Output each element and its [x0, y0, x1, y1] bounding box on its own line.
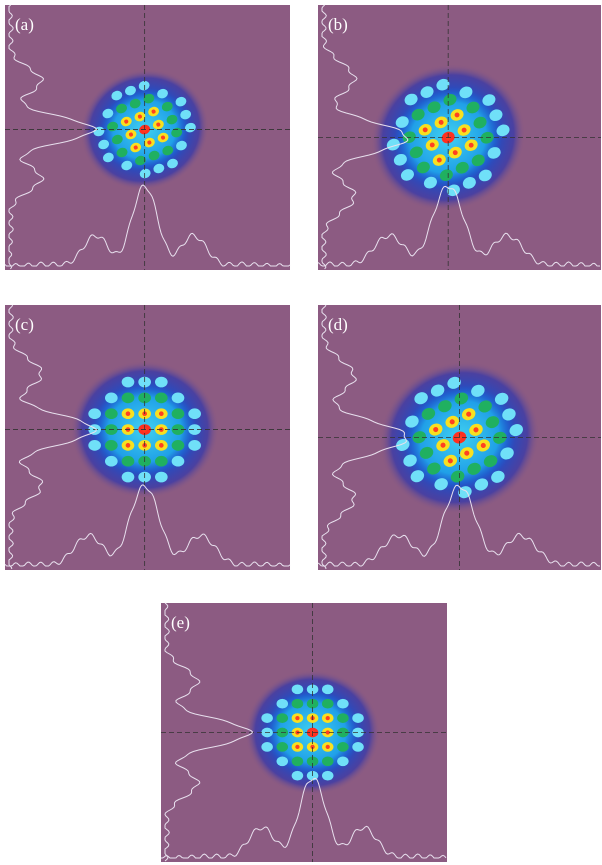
- beam-lobe: [277, 756, 289, 766]
- beam-lobe: [261, 713, 273, 723]
- beam-lobe: [88, 440, 101, 451]
- beam-lobe: [292, 756, 304, 766]
- beam-lobe: [292, 684, 304, 694]
- beam-lobe: [172, 440, 185, 451]
- panel-label: (d): [328, 315, 348, 334]
- beam-panel: (a): [5, 5, 290, 270]
- beam-lobe: [88, 408, 101, 419]
- figure-canvas: (a) (b) (c) (d) (e): [0, 0, 602, 865]
- beam-lobe: [337, 742, 349, 752]
- beam-lobe: [122, 456, 135, 467]
- beam-lobe: [122, 393, 135, 404]
- lobe-peak: [159, 443, 164, 448]
- beam-lobe: [155, 393, 168, 404]
- beam-lobe: [172, 393, 185, 404]
- panel-label: (c): [15, 315, 34, 334]
- beam-lobe: [122, 377, 135, 388]
- beam-lobe: [277, 699, 289, 709]
- beam-lobe: [105, 440, 118, 451]
- lobe-peak: [126, 411, 131, 416]
- beam-lobe: [172, 456, 185, 467]
- beam-lobe: [277, 742, 289, 752]
- beam-lobe: [322, 684, 334, 694]
- lobe-peak: [295, 745, 299, 749]
- beam-lobe: [352, 713, 364, 723]
- beam-lobe: [155, 377, 168, 388]
- beam-lobe: [122, 472, 135, 483]
- beam-lobe: [352, 742, 364, 752]
- beam-panel: (b): [318, 5, 601, 270]
- beam-lobe: [172, 408, 185, 419]
- beam-lobe: [322, 756, 334, 766]
- beam-lobe: [105, 456, 118, 467]
- beam-lobe: [322, 771, 334, 781]
- beam-lobe: [105, 408, 118, 419]
- beam-lobe: [261, 742, 273, 752]
- beam-lobe: [322, 699, 334, 709]
- lobe-peak: [295, 716, 299, 720]
- panel-label: (e): [171, 613, 190, 632]
- beam-lobe: [337, 756, 349, 766]
- beam-panel: (c): [5, 305, 290, 570]
- beam-lobe: [292, 699, 304, 709]
- beam-lobe: [337, 699, 349, 709]
- beam-lobe: [155, 456, 168, 467]
- lobe-peak: [326, 716, 330, 720]
- panel-label: (a): [15, 15, 34, 34]
- panel-label: (b): [328, 15, 348, 34]
- lobe-peak: [326, 745, 330, 749]
- beam-lobe: [337, 713, 349, 723]
- lobe-peak: [159, 411, 164, 416]
- beam-lobe: [277, 713, 289, 723]
- beam-panel: (d): [318, 305, 601, 570]
- figure: (a) (b) (c) (d) (e): [0, 0, 602, 865]
- lobe-peak: [126, 443, 131, 448]
- beam-lobe: [105, 393, 118, 404]
- beam-lobe: [188, 408, 201, 419]
- beam-lobe: [188, 440, 201, 451]
- beam-panel: (e): [161, 603, 447, 862]
- beam-lobe: [155, 472, 168, 483]
- beam-lobe: [292, 771, 304, 781]
